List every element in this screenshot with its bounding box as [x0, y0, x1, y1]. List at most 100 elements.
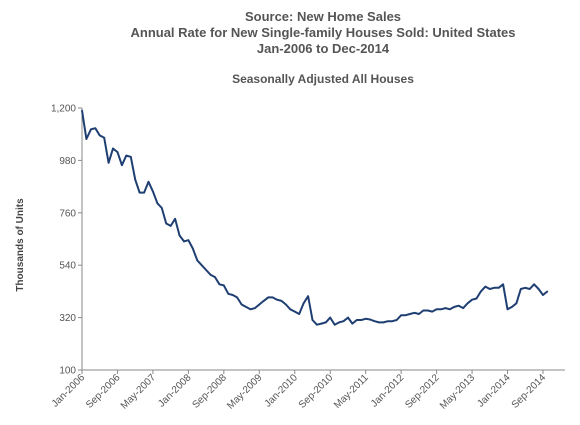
data-point — [537, 288, 540, 290]
data-point — [98, 134, 101, 137]
data-point — [528, 288, 531, 290]
data-point — [125, 154, 128, 157]
data-point — [347, 316, 349, 319]
data-point — [524, 287, 527, 289]
data-point — [218, 283, 221, 286]
data-point — [360, 319, 363, 321]
data-point — [404, 314, 407, 317]
data-point — [214, 276, 216, 278]
data-point — [462, 307, 465, 309]
data-point — [497, 287, 500, 289]
data-point — [107, 162, 110, 164]
x-tick-label: May-2007 — [119, 372, 159, 412]
data-point — [378, 321, 380, 324]
data-point — [515, 302, 518, 305]
data-point — [502, 283, 504, 286]
y-tick-label: 980 — [59, 156, 76, 167]
data-point — [294, 310, 296, 313]
data-point — [471, 298, 473, 301]
chart-subtitle: Seasonally Adjusted All Houses — [232, 72, 414, 86]
data-point — [116, 151, 119, 153]
data-point — [435, 308, 438, 311]
data-point — [156, 202, 159, 205]
data-point — [351, 322, 354, 325]
chart-title-line-3: Jan-2006 to Dec-2014 — [257, 41, 390, 56]
data-point — [449, 308, 451, 311]
data-point — [338, 321, 340, 324]
data-point — [121, 164, 123, 166]
data-point — [245, 306, 247, 308]
data-point — [400, 314, 403, 317]
series-line — [81, 110, 549, 326]
data-point — [178, 234, 181, 237]
data-point — [444, 307, 447, 309]
data-point — [458, 304, 460, 307]
data-point — [533, 283, 535, 286]
y-tick-label: 320 — [59, 313, 76, 324]
data-point — [475, 297, 478, 300]
x-tick-label: Sep-2006 — [84, 372, 123, 411]
x-axis-ticks: Jan-2006Sep-2006May-2007Jan-2008Sep-2008… — [50, 370, 549, 412]
data-point — [196, 259, 199, 262]
data-point — [169, 225, 172, 227]
x-tick-label: May-2013 — [438, 372, 478, 412]
x-tick-label: Sep-2010 — [297, 372, 336, 411]
data-point — [520, 288, 522, 290]
data-point — [271, 296, 274, 299]
data-point — [325, 321, 327, 324]
y-tick-label: 540 — [59, 261, 76, 272]
x-tick-label: Jan-2006 — [50, 372, 88, 410]
x-tick-label: Sep-2014 — [510, 372, 549, 411]
data-point — [85, 138, 88, 140]
data-point — [489, 288, 491, 290]
data-point — [311, 319, 314, 321]
data-point — [418, 313, 420, 315]
data-point — [276, 298, 278, 301]
data-point — [542, 294, 544, 296]
data-point — [134, 178, 136, 181]
data-point — [342, 320, 345, 323]
data-point — [236, 296, 238, 299]
x-tick-label: Jan-2014 — [475, 372, 513, 410]
data-point — [112, 147, 114, 150]
data-point — [103, 137, 105, 139]
y-axis-title: Thousands of Units — [15, 198, 26, 292]
data-point — [143, 191, 145, 194]
data-point — [192, 247, 194, 250]
data-point — [298, 313, 301, 315]
data-point — [382, 321, 385, 324]
data-point — [466, 302, 469, 305]
data-point — [81, 109, 83, 112]
data-point — [285, 303, 287, 306]
y-tick-label: 760 — [59, 208, 76, 219]
x-tick-label: May-2009 — [225, 372, 265, 412]
data-point — [267, 296, 270, 299]
x-tick-label: May-2011 — [332, 372, 371, 411]
series-layer — [81, 109, 549, 326]
data-point — [307, 295, 309, 298]
data-point — [453, 306, 456, 308]
data-point — [427, 309, 429, 312]
data-point — [391, 320, 394, 323]
data-point — [147, 181, 150, 183]
data-point — [316, 323, 318, 326]
x-tick-label: Jan-2010 — [263, 372, 301, 410]
data-point — [422, 309, 425, 312]
data-point — [409, 313, 411, 315]
data-point — [130, 156, 132, 158]
data-point — [333, 323, 336, 326]
chart-title-line-2: Annual Rate for New Single-family Houses… — [130, 25, 515, 40]
data-point — [94, 127, 97, 129]
data-point — [280, 300, 283, 302]
x-tick-label: Jan-2008 — [156, 372, 194, 410]
y-axis-ticks: 100 320 540 760 980 1,200 — [51, 104, 82, 377]
data-point — [493, 287, 496, 289]
axes — [81, 108, 565, 371]
data-point — [240, 303, 243, 306]
chart-title-line-1: Source: New Home Sales — [245, 9, 401, 24]
data-point — [254, 307, 256, 309]
y-tick-label: 1,200 — [51, 104, 76, 115]
data-point — [373, 320, 376, 323]
data-point — [205, 269, 207, 271]
